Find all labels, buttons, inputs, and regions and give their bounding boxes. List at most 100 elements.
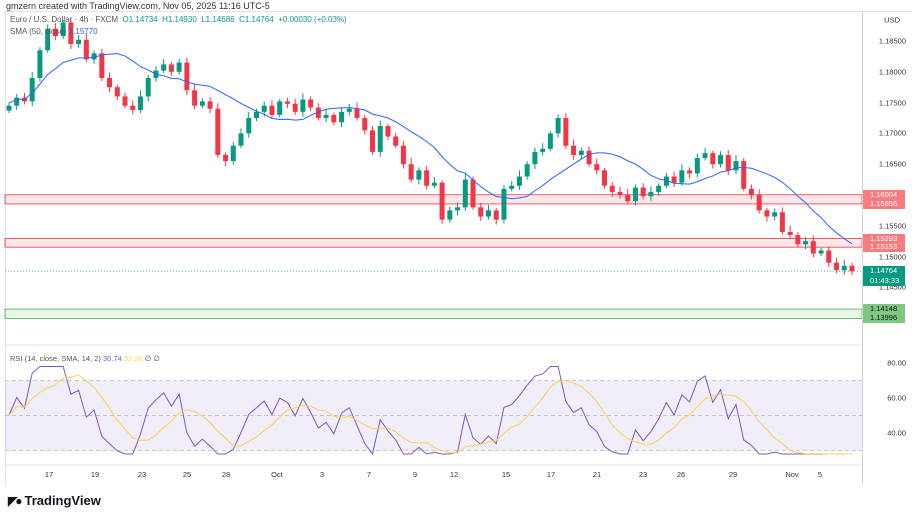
candle [168,64,174,72]
candle [524,164,530,177]
candle [648,191,654,197]
candle [184,62,190,91]
candle [741,161,747,189]
candle [501,188,507,220]
candle [137,96,143,110]
candle [571,145,577,155]
candle [702,153,708,159]
time-label: 19 [90,470,100,479]
time-label: 28 [221,470,231,479]
candle [578,150,584,155]
candle [795,235,801,245]
candle [416,170,422,180]
rsi-tick: 80.00 [887,358,906,368]
rsi-extra: ∅ ∅ [144,354,160,363]
change-value: +0.00030 (+0.03%) [278,15,347,24]
candle [540,148,546,152]
candle [826,250,832,263]
candle [346,108,352,112]
close-value: C1.14764 [239,15,274,24]
candle [83,39,89,60]
rsi-line [8,366,852,456]
candle [493,210,499,220]
symbol-name[interactable]: Euro / U.S. Dollar · 4h · FXCM [10,15,119,24]
price-tick: 1.18500 [878,36,906,46]
high-value: H1.14930 [162,15,197,24]
candle [315,107,321,118]
chart-credit: gmzern created with TradingView.com, Nov… [6,1,270,11]
candle [393,136,399,146]
candle [60,22,66,37]
time-label: 29 [728,470,738,479]
rsi-value: 30.74 [102,354,122,363]
sma-label: SMA (50, close) [10,27,67,36]
candle [6,105,12,111]
sma-legend[interactable]: SMA (50, close) 1.15770 [10,27,98,36]
candle [29,77,35,102]
candle [772,212,778,217]
zone-1 [4,238,863,248]
sma-line [8,53,853,245]
candle [687,170,693,174]
bar-countdown: 01:43:33 [870,276,900,286]
zone-price-tag: 1.16004 [863,189,905,200]
candle [748,188,754,195]
candle [810,241,816,254]
candle [192,90,198,106]
candle [803,241,809,245]
candle [269,105,275,115]
candle [424,170,430,186]
open-value: O1.14734 [122,15,158,24]
candle [199,101,205,106]
rsi-tick: 40.00 [887,428,906,438]
candle [52,28,58,37]
rsi-legend[interactable]: RSI (14, close, SMA, 14, 2) 30.74 32.20 … [10,354,160,363]
price-axis[interactable]: USD 1.16004 1.15855 1.15293 1.15153 1.14148 1… [862,11,912,485]
candle [602,170,608,186]
candle [656,185,662,192]
candle [284,101,290,104]
zone-price-tag: 1.15293 [863,233,905,244]
candle [37,50,43,78]
time-label: 17 [546,470,556,479]
time-label: 25 [182,470,192,479]
zone-price-tag: 1.15153 [863,242,905,253]
candle [632,187,638,202]
price-tick: 1.16500 [878,159,906,169]
candle [718,154,724,165]
rsi-sma-value: 32.20 [123,354,143,363]
candle [68,22,74,45]
time-label: 5 [817,470,823,479]
candle [679,170,685,183]
zone-price-tag: 1.14148 [863,304,905,315]
candle [408,164,414,180]
candle [300,99,306,112]
candle [447,210,453,220]
time-label: 23 [638,470,648,479]
candle [369,130,375,152]
candle [207,101,213,109]
candle [339,111,345,123]
chart-frame [5,11,912,485]
candle [733,161,739,171]
candle [45,28,51,51]
time-label: 23 [137,470,147,479]
candle [710,153,716,165]
candle [725,154,731,171]
low-value: L1.14686 [201,15,235,24]
candle [238,133,244,146]
candle [764,210,770,217]
zone-price-tag: 1.13996 [863,313,905,324]
candle [478,207,484,217]
candle [563,118,569,146]
brand-name: TradingView [24,493,101,508]
candle [400,145,406,165]
candle [107,77,113,88]
time-label: 12 [449,470,459,479]
candle [640,187,646,197]
candle [625,195,631,202]
time-label: Oct [271,470,283,479]
candle [617,191,623,195]
candle [161,64,167,71]
